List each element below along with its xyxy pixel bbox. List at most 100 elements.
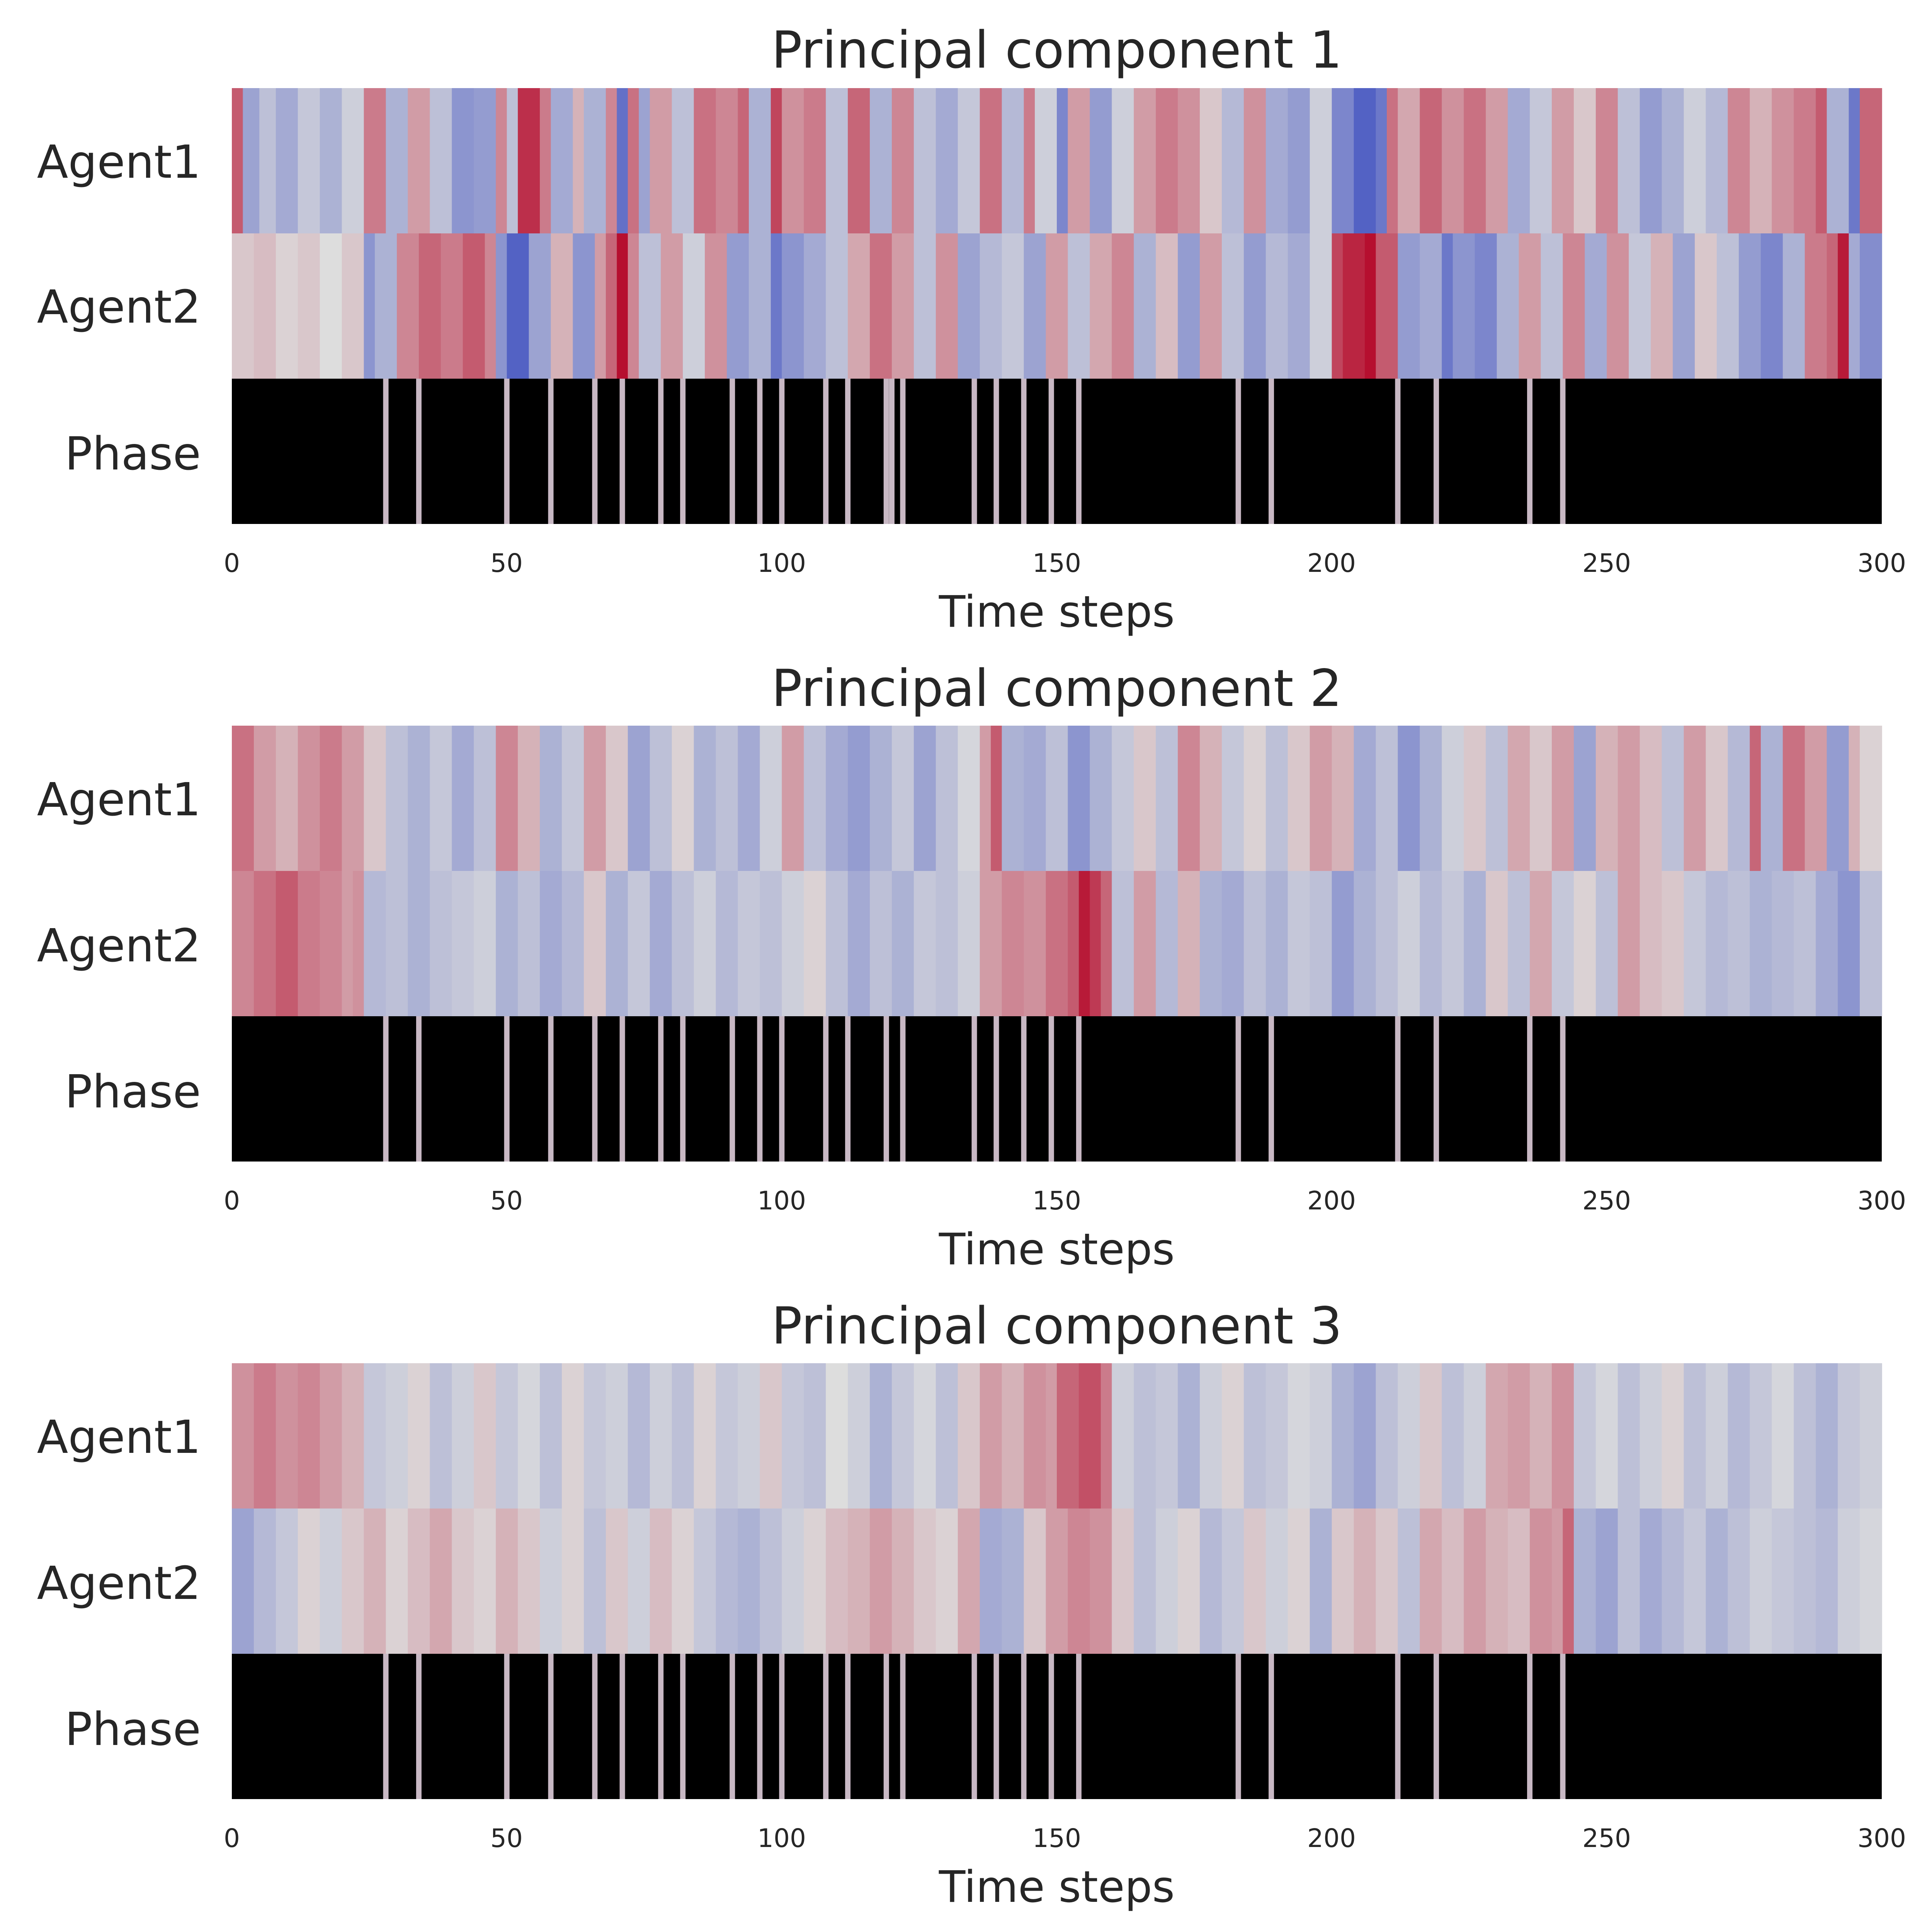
panel-3-phase-marker-25 [1560,1654,1566,1799]
panel-2-agent2-cell-41 [1090,871,1101,1016]
panel-2-agent1-cell-41 [1112,726,1134,871]
panel-2-agent1-cell-44 [1178,726,1200,871]
panel-3-phase-marker-3 [548,1654,554,1799]
panel-3-agent2-cell-16 [583,1509,606,1654]
panel-3-phase-marker-20 [1235,1654,1241,1799]
panel-3-agent1-cell-9 [430,1363,452,1509]
panel-2-agent1-cell-6 [364,726,386,871]
panel-1-agent2-cell-60 [1442,233,1453,379]
panel-3-agent2-cell-42 [1156,1509,1178,1654]
panel-2-agent2-cell-20 [650,871,672,1016]
panel-2-agent2-cell-75 [1816,871,1838,1016]
panel-3-agent2-cell-3 [298,1509,320,1654]
panel-3-agent1-cell-36 [1024,1363,1046,1509]
panel-3-x-tick-200: 200 [1307,1823,1356,1853]
panel-1-agent1-cell-10 [430,88,452,233]
panel-2-agent2-cell-36 [1002,871,1024,1016]
panel-2-agent2-cell-2 [276,871,298,1016]
panel-2-agent2-cell-69 [1684,871,1706,1016]
panel-2-agent2-cell-49 [1243,871,1266,1016]
panel-1-agent1-cell-39 [957,88,980,233]
panel-1-agent2-cell-33 [870,233,892,379]
panel-3-phase-marker-21 [1269,1654,1274,1799]
panel-2-agent2-cell-63 [1552,871,1574,1016]
panel-2-agent1-cell-45 [1200,726,1222,871]
panel-3-agent2-cell-32 [935,1509,958,1654]
panel-1-agent2-cell-76 [1782,233,1805,379]
panel-2-row-label-phase: Phase [65,1065,201,1118]
panel-2-agent1-cell-36 [1002,726,1024,871]
panel-1-agent2-cell-77 [1804,233,1827,379]
panel-3-agent1-cell-71 [1772,1363,1794,1509]
panel-1-agent1-cell-77 [1750,88,1772,233]
panel-2-agent2-cell-62 [1530,871,1552,1016]
panel-2-agent1-cell-11 [474,726,496,871]
panel-1-agent1-cell-0 [232,88,243,233]
panel-3-phase-marker-15 [971,1654,977,1799]
panel-3-agent2-cell-51 [1354,1509,1376,1654]
panel-2-agent1-cell-28 [848,726,870,871]
panel-2-agent1-cell-53 [1376,726,1398,871]
panel-3-agent1-cell-60 [1530,1363,1552,1509]
panel-1-agent2-cell-68 [1607,233,1629,379]
panel-1-agent2-cell-51 [1265,233,1288,379]
panel-2-agent2-cell-77 [1860,871,1882,1016]
panel-3-agent1-cell-45 [1200,1363,1222,1509]
panel-3-agent2-cell-70 [1750,1509,1772,1654]
panel-1-agent2-cell-8 [397,233,419,379]
panel-1-agent1-cell-55 [1287,88,1310,233]
panel-1-agent1-cell-79 [1794,88,1816,233]
panel-2-agent2-cell-37 [1024,871,1046,1016]
panel-3-x-tick-50: 50 [490,1823,523,1853]
panel-1-agent2-cell-12 [485,233,496,379]
panel-3-agent1-cell-48 [1265,1363,1288,1509]
panel-2-phase-marker-22 [1395,1016,1401,1162]
panel-3-agent2-cell-72 [1794,1509,1816,1654]
panel-1-agent1-cell-51 [1200,88,1222,233]
panel-3-agent2-cell-52 [1376,1509,1398,1654]
panel-2-agent2-cell-60 [1486,871,1508,1016]
panel-1-agent2-cell-25 [705,233,727,379]
panel-1-x-axis-label: Time steps [939,587,1175,637]
panel-2-agent2-cell-55 [1376,871,1398,1016]
panel-3-phase-marker-12 [845,1654,851,1799]
panel-2-agent1-cell-1 [253,726,276,871]
panel-2-phase-marker-20 [1235,1016,1241,1162]
panel-1-agent2-cell-32 [848,233,870,379]
panel-3-agent2-cell-14 [540,1509,562,1654]
panel-1-agent2-cell-74 [1738,233,1761,379]
panel-2-x-axis-label: Time steps [939,1225,1175,1275]
panel-3-phase-marker-5 [619,1654,625,1799]
panel-1-x-tick-0: 0 [224,548,240,578]
panel-2-agent2-cell-5 [342,871,353,1016]
panel-3-phase-marker-0 [383,1654,389,1799]
panel-3-phase-marker-7 [680,1654,686,1799]
panel-3: Principal component 3 Agent1 Agent2 Phas… [37,1296,1906,1912]
panel-1-agent2-cell-45 [1134,233,1156,379]
panel-1-agent1-cell-30 [770,88,782,233]
panel-1-x-ticks: 0 50 100 150 200 250 300 [224,548,1906,578]
panel-3-agent2-cell-65 [1639,1509,1662,1654]
panel-1-agent1-cell-75 [1706,88,1728,233]
panel-1-x-tick-100: 100 [757,548,806,578]
panel-1-agent2-cell-3 [298,233,320,379]
panel-1-agent1-cell-40 [980,88,1002,233]
panel-2-agent1-cell-19 [650,726,672,871]
panel-1-agent1-cell-72 [1639,88,1662,233]
panel-2-agent2-cell-39 [1068,871,1079,1016]
panel-2-phase-marker-25 [1560,1016,1566,1162]
panel-2-agent2-cell-57 [1420,871,1442,1016]
panel-2-agent1-cell-71 [1760,726,1783,871]
panel-3-agent1-cell-59 [1508,1363,1530,1509]
panel-1-agent1-cell-22 [628,88,639,233]
panel-3-agent2-cell-9 [430,1509,452,1654]
panel-3-agent2-cell-35 [1002,1509,1024,1654]
panel-2-agent1-cell-46 [1222,726,1244,871]
panel-1-agent1-cell-73 [1662,88,1684,233]
panel-2-agent1-cell-63 [1595,726,1618,871]
panel-2-agent2-cell-47 [1200,871,1222,1016]
panel-1-agent2-cell-61 [1452,233,1475,379]
panel-3-agent1-cell-44 [1178,1363,1200,1509]
panel-2-agent2-cell-29 [848,871,870,1016]
panel-3-agent1-cell-47 [1243,1363,1266,1509]
